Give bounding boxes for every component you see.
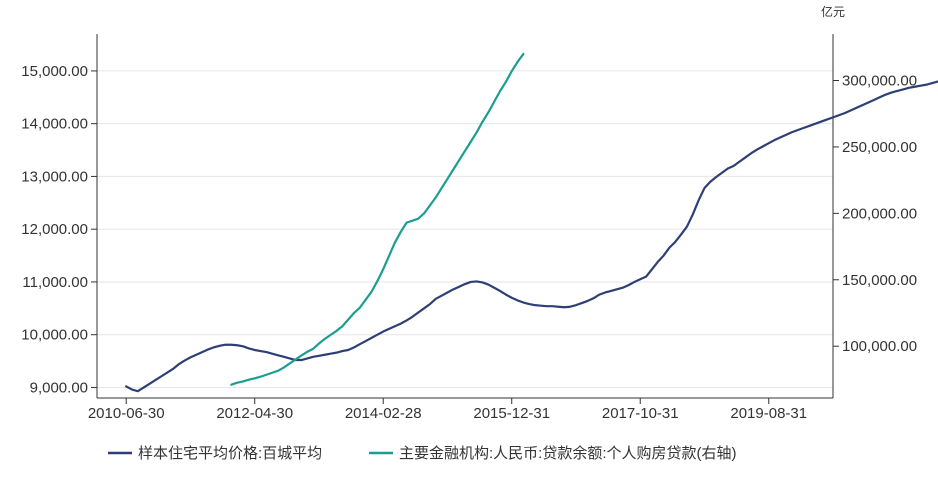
left-tick-label: 15,000.00 [21, 63, 88, 80]
x-tick-label: 2015-12-31 [473, 405, 550, 422]
left-tick-label: 9,000.00 [30, 379, 88, 396]
right-axis-unit: 亿元 [821, 4, 845, 19]
left-axis-ticks: 9,000.00 10,000.00 11,000.00 12,000.00 13,00… [21, 63, 97, 396]
legend-label-2: 主要金融机构:人民币:贷款余额:个人购房贷款(右轴) [399, 444, 737, 462]
right-tick-label: 150,000.00 [842, 272, 917, 289]
right-tick-label: 250,000.00 [842, 139, 917, 156]
gridlines [97, 70, 833, 388]
x-tick-label: 2014-02-28 [345, 405, 422, 422]
left-tick-label: 13,000.00 [21, 168, 88, 185]
series-line-2 [230, 52, 525, 386]
right-axis-ticks: 100,000.00 150,000.00 200,000.00 250,000.00… [833, 72, 917, 355]
legend: 样本住宅平均价格:百城平均 主要金融机构:人民币:贷款余额:个人购房贷款(右轴) [108, 444, 737, 462]
series-lines [125, 52, 938, 393]
x-tick-label: 2017-10-31 [602, 405, 679, 422]
x-tick-label: 2012-04-30 [216, 405, 293, 422]
x-axis-ticks: 2010-06-30 2012-04-30 2014-02-28 2015-12-31… [88, 398, 807, 422]
right-tick-label: 200,000.00 [842, 205, 917, 222]
left-tick-label: 12,000.00 [21, 221, 88, 238]
x-tick-label: 2010-06-30 [88, 405, 165, 422]
right-tick-label: 300,000.00 [842, 72, 917, 89]
right-tick-label: 100,000.00 [842, 338, 917, 355]
left-tick-label: 11,000.00 [22, 274, 88, 291]
axes [96, 34, 834, 399]
x-tick-label: 2019-08-31 [730, 405, 807, 422]
left-tick-label: 10,000.00 [21, 327, 88, 344]
left-tick-label: 14,000.00 [21, 116, 88, 133]
legend-label-1: 样本住宅平均价格:百城平均 [138, 445, 322, 462]
series-line-1 [125, 80, 938, 393]
